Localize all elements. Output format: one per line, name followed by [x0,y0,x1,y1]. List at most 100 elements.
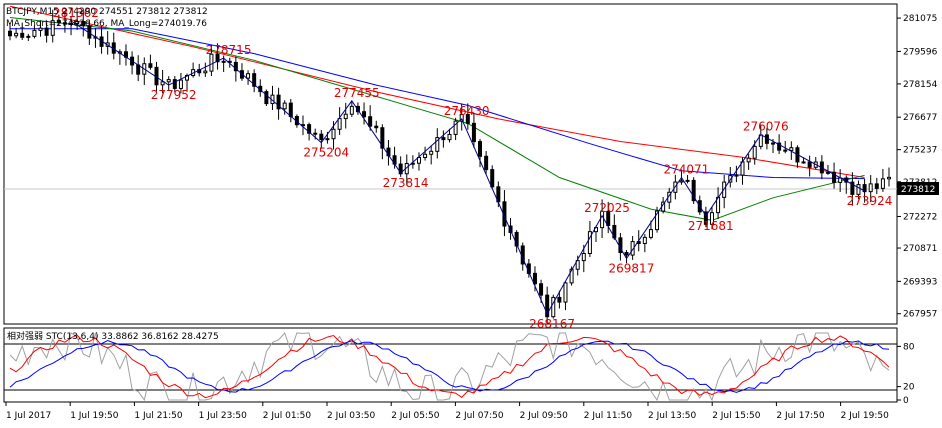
candle [441,130,446,148]
time-tick-label: 2 Jul 19:50 [841,411,890,421]
candle [887,167,891,187]
candle [148,54,153,70]
zigzag-label: 275204 [303,146,349,160]
current-price-label: 273812 [901,185,935,195]
candle [282,100,287,115]
ma-header: MA_Short=274026.66, MA_Long=274019.76 [6,19,207,29]
candle [868,175,873,203]
candle [215,43,220,70]
candle [807,155,812,177]
price-tick-label: 281075 [903,14,937,24]
time-tick-label: 2 Jul 13:50 [648,411,697,421]
candle [789,141,794,160]
candle [374,120,379,133]
candle [26,33,31,41]
candle [423,146,428,161]
indicator-tick-label: 80 [903,342,915,352]
time-tick-label: 2 Jul 01:50 [263,411,312,421]
candle [166,76,171,91]
candle [69,16,74,36]
candle [709,206,714,230]
stc-slow-line [9,339,890,393]
candle [416,152,421,171]
candle [319,130,324,149]
candle [362,102,367,125]
zigzag-line [70,20,865,316]
candle [368,105,373,131]
zigzag-label: 273924 [847,194,893,208]
zigzag-label: 276430 [444,104,490,118]
candle [343,102,348,129]
zigzag-label: 271681 [688,219,734,233]
indicator-tick-label: 0 [903,396,909,406]
candle [655,206,660,233]
indicator-tick-label: 20 [903,383,915,393]
time-tick-label: 1 Jul 19:50 [70,411,119,421]
ma-long-line [9,5,865,178]
symbol-header: BTCJPY,M15 274290 274551 273812 273812 [6,7,208,17]
zigzag-label: 276076 [743,120,789,134]
time-tick-label: 2 Jul 05:50 [391,411,440,421]
time-tick-label: 2 Jul 07:50 [455,411,504,421]
candle [276,87,281,120]
candle [484,151,489,174]
candle [606,201,611,234]
candle [32,25,37,39]
candle [209,44,214,77]
price-tick-label: 278154 [903,80,938,90]
candle [14,27,19,39]
ma-green-line [9,17,865,221]
candle [435,128,440,159]
zigzag-label: 277455 [334,86,380,100]
candle [880,169,885,192]
zigzag-label: 268167 [529,317,575,331]
candle [734,165,739,183]
candle [264,89,269,106]
zigzag-label: 274071 [663,163,709,177]
candle [355,102,360,115]
price-tick-label: 279596 [903,47,938,57]
current-price-tag [897,182,939,195]
candle [38,20,43,37]
candle [832,162,837,189]
candle [587,220,592,258]
indicator-header: 相对强弱 STC(13,6,4) 33.8862 36.8162 28.4275 [7,330,219,342]
candle [642,234,647,253]
stc-signal-line [9,334,890,399]
indicator-axis: 80 20 0 [897,342,915,406]
zigzag-label: 273814 [383,176,429,190]
price-tick-label: 267957 [903,310,937,320]
candle [453,117,458,141]
zigzag-label: 272025 [584,201,630,215]
candle [850,172,855,206]
candle [203,62,208,77]
candle [874,177,879,195]
time-tick-label: 2 Jul 17:50 [776,411,825,421]
candle [630,236,635,260]
candle [624,250,629,264]
candle [563,281,568,311]
price-tick-label: 272272 [903,212,937,222]
time-tick-label: 1 Jul 23:50 [199,411,248,421]
candle [81,9,86,37]
candle [8,22,12,41]
candle [478,138,483,168]
price-tick-label: 270871 [903,244,937,254]
candle [825,164,830,175]
candle [685,175,690,184]
candle [178,72,183,94]
candle [703,206,708,228]
candle [337,107,342,135]
candle [252,69,257,93]
candle [746,153,751,170]
candle [490,165,495,190]
stc-line [9,332,890,402]
candle [50,9,55,43]
candle [62,11,67,33]
candle [722,175,727,209]
time-tick-label: 2 Jul 11:50 [584,411,633,421]
candle [349,100,354,117]
time-tick-label: 1 Jul 2017 [6,411,51,421]
candle [459,103,464,131]
